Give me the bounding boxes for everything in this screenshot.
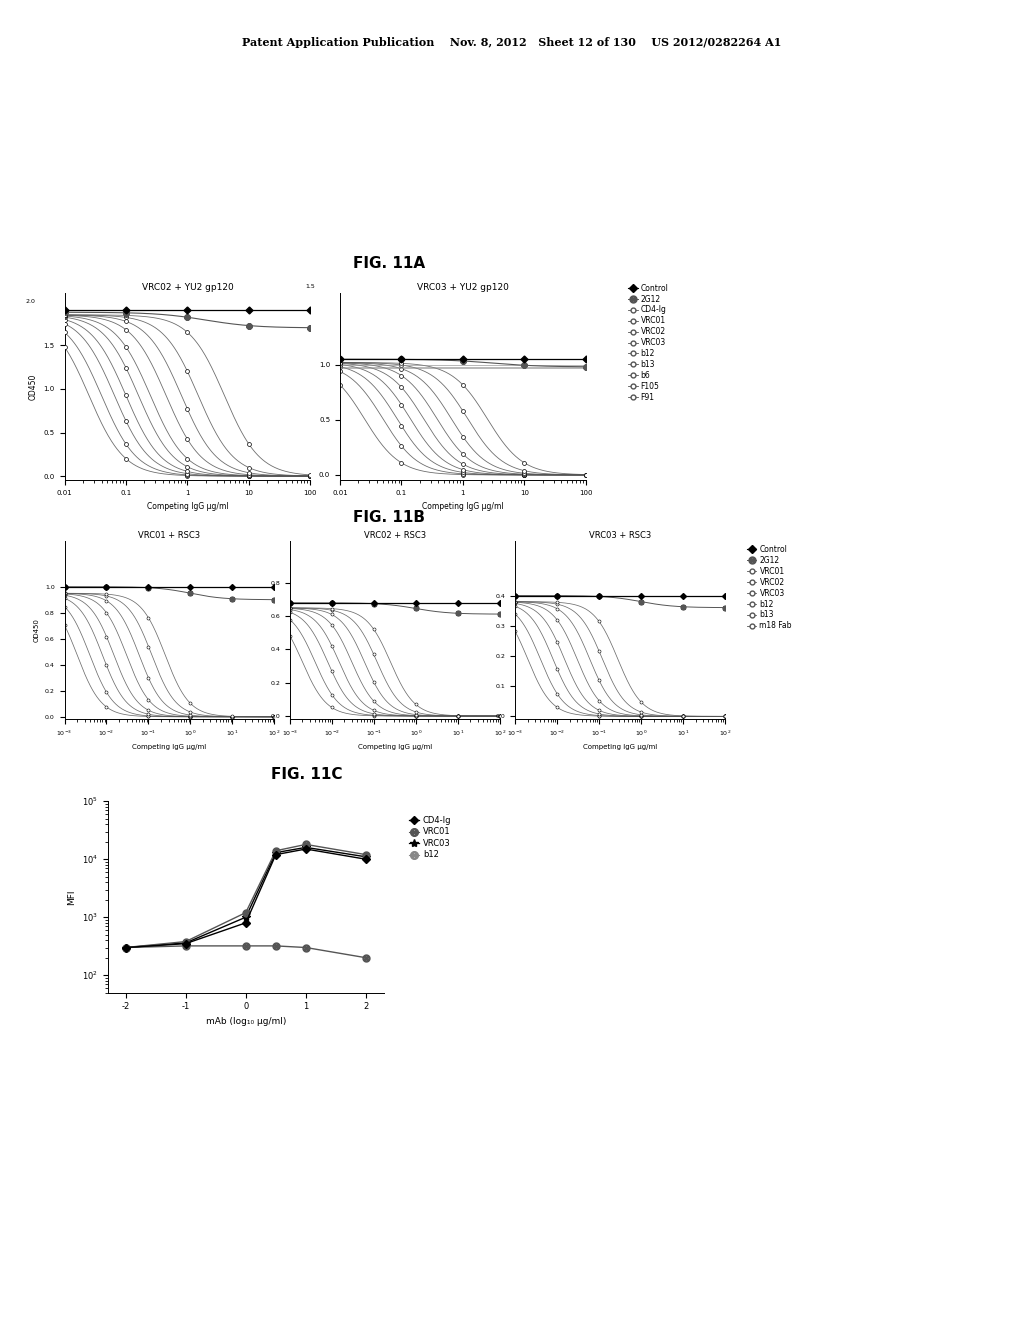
VRC01: [120, 940, 132, 956]
Text: Patent Application Publication    Nov. 8, 2012   Sheet 12 of 130    US 2012/0282: Patent Application Publication Nov. 8, 2…: [243, 37, 781, 48]
VRC03: [240, 909, 252, 925]
Y-axis label: OD450: OD450: [29, 374, 38, 400]
Y-axis label: MFI: MFI: [68, 890, 76, 904]
X-axis label: Competing IgG μg/ml: Competing IgG μg/ml: [583, 744, 657, 750]
VRC01: [300, 837, 312, 853]
Text: 1.5: 1.5: [305, 284, 315, 289]
Y-axis label: OD450: OD450: [34, 618, 39, 643]
Line: b12: b12: [122, 942, 370, 961]
b12: [359, 950, 372, 966]
Text: FIG. 11C: FIG. 11C: [271, 767, 343, 783]
Line: VRC01: VRC01: [122, 841, 370, 950]
X-axis label: Competing IgG μg/ml: Competing IgG μg/ml: [357, 744, 432, 750]
Title: VRC02 + RSC3: VRC02 + RSC3: [364, 532, 426, 540]
CD4-Ig: [300, 841, 312, 857]
X-axis label: Competing IgG μg/ml: Competing IgG μg/ml: [422, 502, 504, 511]
Text: FIG. 11B: FIG. 11B: [353, 510, 425, 525]
X-axis label: mAb (log₁₀ μg/ml): mAb (log₁₀ μg/ml): [206, 1016, 286, 1026]
VRC03: [359, 849, 372, 865]
Text: 2.0: 2.0: [26, 298, 35, 304]
Legend: Control, 2G12, CD4-Ig, VRC01, VRC02, VRC03, b12, b13, b6, F105, F91: Control, 2G12, CD4-Ig, VRC01, VRC02, VRC…: [629, 284, 669, 401]
CD4-Ig: [240, 915, 252, 931]
VRC01: [240, 904, 252, 920]
Title: VRC01 + RSC3: VRC01 + RSC3: [138, 532, 201, 540]
VRC03: [120, 940, 132, 956]
Legend: Control, 2G12, VRC01, VRC02, VRC03, b12, b13, m18 Fab: Control, 2G12, VRC01, VRC02, VRC03, b12,…: [748, 545, 792, 631]
CD4-Ig: [120, 940, 132, 956]
CD4-Ig: [179, 936, 191, 952]
Title: VRC02 + YU2 gp120: VRC02 + YU2 gp120: [141, 284, 233, 292]
CD4-Ig: [359, 851, 372, 867]
b12: [269, 939, 282, 954]
X-axis label: Competing IgG μg/ml: Competing IgG μg/ml: [146, 502, 228, 511]
VRC01: [269, 843, 282, 859]
Title: VRC03 + YU2 gp120: VRC03 + YU2 gp120: [417, 284, 509, 292]
Title: VRC03 + RSC3: VRC03 + RSC3: [589, 532, 651, 540]
Legend: CD4-Ig, VRC01, VRC03, b12: CD4-Ig, VRC01, VRC03, b12: [409, 816, 452, 859]
VRC03: [300, 840, 312, 855]
Line: VRC03: VRC03: [122, 843, 370, 952]
Text: FIG. 11A: FIG. 11A: [353, 256, 425, 272]
b12: [120, 940, 132, 956]
b12: [179, 939, 191, 954]
VRC03: [269, 845, 282, 861]
VRC01: [179, 933, 191, 949]
CD4-Ig: [269, 846, 282, 862]
b12: [240, 939, 252, 954]
X-axis label: Competing IgG μg/ml: Competing IgG μg/ml: [132, 744, 207, 750]
Line: CD4-Ig: CD4-Ig: [123, 846, 369, 950]
b12: [300, 940, 312, 956]
VRC01: [359, 846, 372, 862]
VRC03: [179, 935, 191, 950]
